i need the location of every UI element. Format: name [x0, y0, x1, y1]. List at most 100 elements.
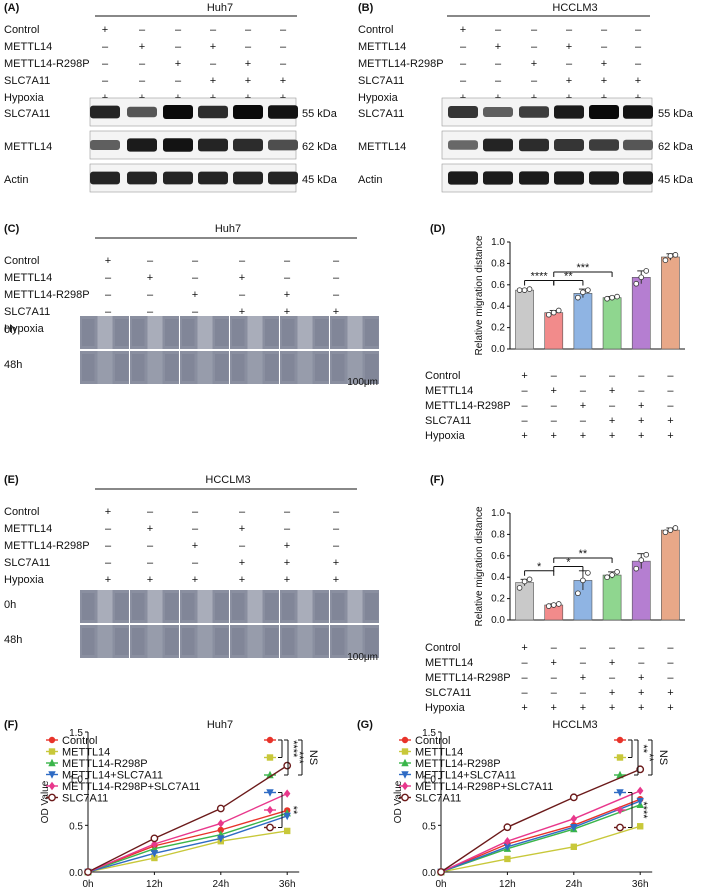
- bar-sign: +: [580, 400, 586, 412]
- bar: [573, 293, 593, 350]
- bar-sig-label: **: [579, 548, 588, 560]
- bar-sign: +: [521, 370, 527, 382]
- legend-marker: [48, 781, 56, 791]
- blot-band: [448, 106, 478, 118]
- sig-label: ****: [637, 801, 649, 819]
- blot-band: [268, 139, 298, 151]
- wound-cell-layer: [282, 593, 295, 620]
- bar-data-point: [672, 252, 679, 258]
- sig-marker: [616, 736, 624, 744]
- wound-sign: +: [333, 574, 339, 586]
- blot-row-label-control: Control: [358, 24, 393, 36]
- blot-sign: –: [460, 58, 467, 70]
- sig-label: NS: [657, 750, 669, 765]
- line-data-point: [503, 843, 512, 851]
- blot-sign: +: [601, 75, 607, 87]
- wound-sign: –: [284, 506, 291, 518]
- bar-data-point: [545, 603, 552, 609]
- panel-letter: (C): [4, 223, 20, 235]
- bar-data-point: [638, 557, 645, 563]
- blot-sign: –: [460, 75, 467, 87]
- wound-sign: –: [333, 523, 340, 535]
- wound-sign: +: [284, 574, 290, 586]
- blot-band: [623, 171, 653, 185]
- line-x-tick-label: 36h: [632, 879, 649, 890]
- sig-label: ****: [287, 740, 299, 758]
- bar-sign: +: [638, 687, 644, 699]
- bar-y-label: Relative migration distance: [474, 506, 485, 626]
- wound-sign: –: [105, 523, 112, 535]
- wound-cell-layer: [232, 319, 245, 346]
- blot-sign: –: [175, 24, 182, 36]
- bar-sign: +: [609, 687, 615, 699]
- wound-sign: +: [147, 272, 153, 284]
- wound-cell-layer: [115, 593, 129, 620]
- line-data-point: [437, 868, 445, 876]
- blot-sign: –: [635, 24, 642, 36]
- wound-cell-layer: [315, 319, 329, 346]
- wound-gap: [347, 316, 363, 349]
- wound-sign: +: [147, 574, 153, 586]
- blot-sign: +: [566, 41, 572, 53]
- bar-sign: –: [551, 687, 558, 699]
- bar-data-point: [662, 257, 669, 263]
- bar-sign: –: [609, 370, 616, 382]
- legend-marker: [48, 793, 56, 802]
- wound-sign: –: [147, 306, 154, 318]
- bar-data-point: [604, 574, 610, 580]
- bar-data-point: [575, 294, 581, 301]
- blot-sign: +: [245, 75, 251, 87]
- wound-cell-layer: [132, 628, 145, 655]
- bar-sign: –: [522, 385, 529, 397]
- bar-sign: +: [667, 702, 673, 714]
- legend-marker: [48, 748, 56, 755]
- panel-letter: (D): [430, 223, 446, 235]
- blot-sign: +: [460, 24, 466, 36]
- blot-band: [198, 138, 228, 152]
- wound-sign: +: [284, 540, 290, 552]
- bar-y-tick-label: 0.6: [491, 280, 505, 291]
- wound-gap: [247, 590, 263, 623]
- blot-sign: –: [601, 41, 608, 53]
- blot-protein-label: SLC7A11: [358, 108, 404, 120]
- wound-cell-layer: [365, 354, 379, 381]
- wound-cell-layer: [215, 354, 229, 381]
- blot-sign: –: [566, 24, 573, 36]
- panel-letter: (F): [4, 719, 18, 731]
- blot-sign: –: [210, 24, 217, 36]
- panel-letter: (F): [430, 474, 444, 486]
- line-x-tick-label: 36h: [279, 879, 296, 890]
- wound-cell-layer: [182, 319, 195, 346]
- bar-sign: –: [551, 370, 558, 382]
- blot-sign: +: [531, 58, 537, 70]
- wound-sign: +: [192, 540, 198, 552]
- wound-sign: –: [284, 272, 291, 284]
- blot-sign: –: [139, 58, 146, 70]
- blot-band: [127, 171, 157, 185]
- wound-sign: –: [192, 306, 199, 318]
- blot-sign: –: [175, 75, 182, 87]
- wound-time-label: 0h: [4, 324, 16, 336]
- wound-gap: [297, 590, 313, 623]
- blot-sign: –: [280, 58, 287, 70]
- blot-band: [554, 171, 584, 185]
- blot-band: [127, 138, 157, 152]
- blot-sign: –: [245, 41, 252, 53]
- legend-marker: [401, 736, 409, 744]
- blot-sign: –: [635, 58, 642, 70]
- wound-gap: [247, 316, 263, 349]
- wound-row-label-hypoxia: Hypoxia: [4, 323, 45, 335]
- line-y-label: OD Value: [40, 780, 51, 823]
- bar-y-tick-label: 0.0: [491, 344, 505, 355]
- wound-cell-layer: [265, 628, 279, 655]
- legend-marker: [401, 771, 409, 779]
- wound-cell-layer: [182, 354, 195, 381]
- blot-protein-label: METTL14: [4, 141, 52, 153]
- wound-sign: +: [284, 306, 290, 318]
- bar-row-label-mettl14-r298p: METTL14-R298P: [425, 672, 511, 684]
- sig-marker: [266, 754, 274, 761]
- blot-sign: –: [601, 24, 608, 36]
- blot-sign: –: [635, 41, 642, 53]
- blot-band: [90, 171, 120, 185]
